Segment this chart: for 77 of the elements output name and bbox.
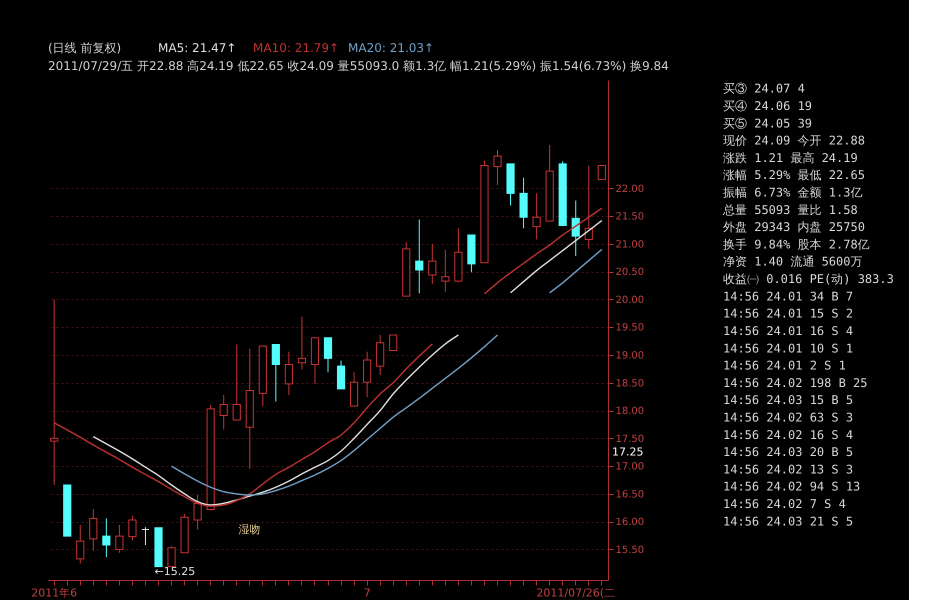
- x-tick-label: 7: [364, 586, 371, 600]
- y-tick-label: 22.00: [616, 184, 644, 195]
- candlestick: [598, 165, 606, 180]
- y-tick-label: 18.50: [616, 378, 644, 390]
- text: 14:56 24.02 94 S 13: [723, 480, 860, 494]
- chart-title: (日线 前复权): [48, 41, 122, 55]
- candlestick: [532, 192, 541, 240]
- y-tick-label: 19.50: [616, 322, 644, 334]
- y-tick-label: 16.00: [616, 517, 644, 528]
- text: 17.25: [612, 446, 644, 458]
- text: 14:56 24.03 21 S 5: [723, 514, 854, 528]
- text: 14:56 24.01 2 S 1: [723, 358, 846, 373]
- text: 14:56 24.02 198 B 25: [723, 376, 868, 390]
- text: 14:56 24.02 63 S 3: [723, 410, 854, 424]
- candlestick: [415, 218, 424, 294]
- y-tick-label: 20.50: [616, 267, 644, 278]
- text: 涨幅 5.29% 最低 22.65: [723, 168, 865, 182]
- candlestick: [102, 518, 110, 558]
- text: 14:56 24.01 16 S 4: [723, 324, 854, 338]
- candlestick: [389, 334, 398, 352]
- text: 换手 9.84% 股本 2.78亿: [723, 237, 870, 252]
- candlestick: [272, 344, 280, 402]
- candlestick: [519, 177, 528, 229]
- text: 收益㈠ 0.016 PE(动) 383.3: [723, 272, 894, 286]
- text: 振幅 6.73% 金额 1.3亿: [723, 186, 862, 200]
- text: 买④ 24.06 19: [723, 98, 812, 113]
- text: MA10: 21.79↑: [253, 41, 340, 55]
- text: MA5: 21.47↑: [158, 41, 236, 55]
- candlestick: [232, 344, 241, 420]
- candlestick: [128, 515, 137, 542]
- y-tick-label: 21.50: [616, 212, 644, 223]
- candlestick: [350, 372, 358, 407]
- y-tick-label: 19.00: [616, 350, 644, 362]
- y-tick-label: 18.00: [616, 406, 644, 418]
- text: 14:56 24.01 15 S 2: [723, 306, 854, 321]
- text: 14:56 24.01 10 S 1: [723, 341, 854, 356]
- text: 14:56 24.02 13 S 3: [723, 462, 854, 476]
- candlestick: [284, 351, 293, 396]
- candlestick: [572, 200, 580, 257]
- candlestick: [441, 250, 450, 292]
- x-tick-label: 2011/07/26(二: [536, 586, 616, 600]
- candlestick: [376, 334, 384, 376]
- annotation: 湿吻: [238, 523, 261, 536]
- text: 买⑤ 24.05 39: [723, 116, 812, 130]
- text: 14:56 24.03 20 B 5: [723, 445, 854, 460]
- candlestick: [336, 360, 346, 390]
- text: 14:56 24.03 15 B 5: [723, 393, 854, 408]
- y-tick-label: 17.00: [616, 462, 644, 473]
- text: 总量 55093 量比 1.58: [722, 202, 858, 217]
- text: 14:56 24.02 16 S 4: [723, 428, 854, 442]
- candlestick: [115, 524, 124, 554]
- text: 净资 1.40 流通 5600万: [723, 254, 862, 269]
- text: MA20: 21.03↑: [348, 41, 434, 55]
- text: 14:56 24.02 7 S 4: [723, 497, 846, 512]
- x-tick-label: 2011年6: [31, 586, 78, 600]
- text: 现价 24.09 今开 22.88: [723, 134, 865, 148]
- candlestick: [141, 526, 150, 546]
- candlestick: [76, 524, 84, 564]
- candlestick: [493, 150, 502, 186]
- text: 涨跌 1.21 最高 24.19: [723, 150, 858, 165]
- text: 14:56 24.01 34 B 7: [723, 289, 854, 304]
- candlestick: [220, 394, 228, 430]
- text: 买③ 24.07 4: [723, 82, 805, 96]
- candlestick: [363, 351, 372, 398]
- y-tick-label: 15.50: [616, 544, 644, 556]
- candlestick: [167, 546, 176, 568]
- candlestick: [298, 316, 306, 370]
- candlestick: [428, 243, 436, 284]
- y-tick-label: 17.50: [616, 434, 644, 445]
- candlestick: [89, 508, 98, 552]
- text: 外盘 29343 内盘 25750: [723, 220, 865, 234]
- y-tick-label: 20.00: [616, 294, 644, 306]
- chart-subtitle: 2011/07/29/五 开22.88 高24.19 低22.65 收24.09 量55093.0 额1.3亿 幅1.21(5.29%) 振1.54(6.73%) 换9.84: [48, 59, 669, 73]
- annotation: ←15.25: [154, 565, 196, 578]
- y-tick-label: 16.50: [616, 489, 644, 500]
- y-tick-label: 21.00: [616, 239, 644, 250]
- candlestick: [324, 337, 332, 373]
